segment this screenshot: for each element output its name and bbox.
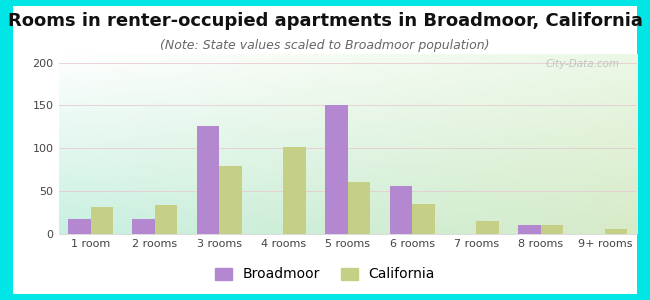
- Bar: [90, 207, 113, 234]
- Bar: [412, 204, 434, 234]
- Bar: [541, 225, 563, 234]
- Bar: [476, 221, 499, 234]
- Bar: [605, 229, 627, 234]
- Bar: [283, 147, 306, 234]
- Bar: [155, 205, 177, 234]
- Bar: [389, 186, 412, 234]
- Bar: [197, 126, 219, 234]
- Bar: [518, 225, 541, 234]
- Text: Rooms in renter-occupied apartments in Broadmoor, California: Rooms in renter-occupied apartments in B…: [8, 12, 642, 30]
- Bar: [348, 182, 370, 234]
- Text: City-Data.com: City-Data.com: [545, 59, 619, 69]
- Bar: [219, 166, 242, 234]
- Bar: [133, 219, 155, 234]
- Bar: [68, 219, 90, 234]
- Bar: [325, 105, 348, 234]
- Text: (Note: State values scaled to Broadmoor population): (Note: State values scaled to Broadmoor …: [161, 39, 489, 52]
- Legend: Broadmoor, California: Broadmoor, California: [209, 262, 441, 287]
